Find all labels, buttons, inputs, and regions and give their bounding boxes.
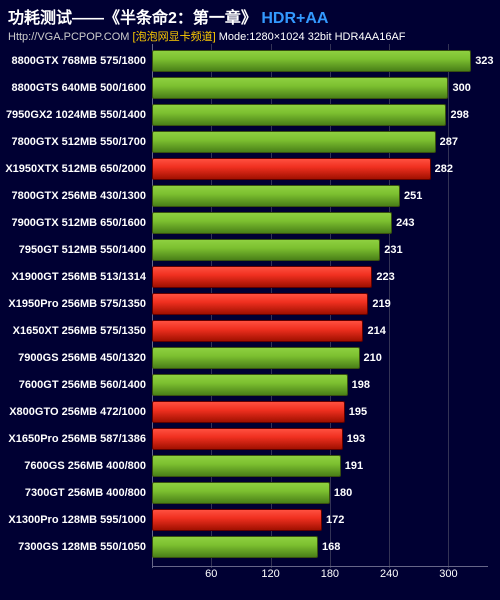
bar-row: 7600GT 256MB 560/1400 198 [0,374,488,396]
bars-area: 8800GTX 768MB 575/1800323 8800GTS 640MB 5… [0,44,488,568]
channel-text: [泡泡网显卡频道] [133,31,216,43]
x-tick-label: 120 [261,568,279,580]
bar-value: 198 [352,374,370,396]
bar-fill [152,401,345,423]
bar-label: 7950GT 512MB 550/1400 [0,239,150,261]
bar-value: 195 [349,401,367,423]
bar-row: X1950Pro 256MB 575/1350 219 [0,293,488,315]
bar-fill [152,185,400,207]
bar-row: 7900GS 256MB 450/1320 210 [0,347,488,369]
bar-fill [152,482,330,504]
bar-fill [152,428,343,450]
bar-fill [152,212,392,234]
bar-label: X1650Pro 256MB 587/1386 [0,428,150,450]
bar-label: X1900GT 256MB 513/1314 [0,266,150,288]
bar-label: 7800GTX 256MB 430/1300 [0,185,150,207]
bar-row: X1300Pro 128MB 595/1000 172 [0,509,488,531]
bar-row: 7900GTX 512MB 650/1600 243 [0,212,488,234]
bar-fill [152,455,341,477]
bar-row: X1900GT 256MB 513/1314 223 [0,266,488,288]
bar-fill [152,158,431,180]
bar-value: 180 [334,482,352,504]
bar-value: 193 [347,428,365,450]
x-tick-label: 180 [321,568,339,580]
bar-row: 8800GTX 768MB 575/1800323 [0,50,488,72]
bar-value: 282 [435,158,453,180]
bar-fill [152,509,322,531]
bar-value: 223 [376,266,394,288]
bar-value: 323 [475,50,493,72]
bar-label: 8800GTS 640MB 500/1600 [0,77,150,99]
bar-value: 287 [440,131,458,153]
bar-row: 7600GS 256MB 400/800 191 [0,455,488,477]
bar-fill [152,293,368,315]
x-tick-label: 60 [205,568,217,580]
x-axis: 60 120 180 240 300 [152,568,488,588]
bar-value: 214 [367,320,385,342]
bar-label: 7300GS 128MB 550/1050 [0,536,150,558]
bar-label: 7950GX2 1024MB 550/1400 [0,104,150,126]
x-tick-label: 240 [380,568,398,580]
bar-row: 7300GS 128MB 550/1050 168 [0,536,488,558]
bar-value: 231 [384,239,402,261]
bar-label: 7900GS 256MB 450/1320 [0,347,150,369]
bar-row: 7800GTX 256MB 430/1300 251 [0,185,488,207]
bar-fill [152,104,446,126]
bar-label: 7600GT 256MB 560/1400 [0,374,150,396]
bar-row: X800GTO 256MB 472/1000 195 [0,401,488,423]
bar-label: X800GTO 256MB 472/1000 [0,401,150,423]
bar-label: X1300Pro 128MB 595/1000 [0,509,150,531]
chart-header: 功耗测试——《半条命2：第一章》 HDR+AA Http://VGA.PCPOP… [0,0,500,46]
bar-fill [152,536,318,558]
bar-row: 7950GX2 1024MB 550/1400 298 [0,104,488,126]
bar-value: 172 [326,509,344,531]
bar-label: 7300GT 256MB 400/800 [0,482,150,504]
bar-label: X1950XTX 512MB 650/2000 [0,158,150,180]
bar-row: X1650Pro 256MB 587/1386 193 [0,428,488,450]
bar-fill [152,320,363,342]
source-url: Http://VGA.PCPOP.COM [8,31,129,43]
bar-label: X1650XT 256MB 575/1350 [0,320,150,342]
bar-label: X1950Pro 256MB 575/1350 [0,293,150,315]
bar-fill [152,50,471,72]
bar-value: 219 [372,293,390,315]
bar-value: 300 [452,77,470,99]
bar-row: 7300GT 256MB 400/800 180 [0,482,488,504]
bar-row: 8800GTS 640MB 500/1600 300 [0,77,488,99]
bar-value: 191 [345,455,363,477]
chart-title-row: 功耗测试——《半条命2：第一章》 HDR+AA [8,4,492,28]
bar-fill [152,77,448,99]
bar-fill [152,347,360,369]
bar-value: 168 [322,536,340,558]
benchmark-chart: 功耗测试——《半条命2：第一章》 HDR+AA Http://VGA.PCPOP… [0,0,500,600]
bar-label: 7900GTX 512MB 650/1600 [0,212,150,234]
bar-fill [152,374,348,396]
bar-row: 7950GT 512MB 550/1400 231 [0,239,488,261]
bar-label: 7600GS 256MB 400/800 [0,455,150,477]
bar-label: 7800GTX 512MB 550/1700 [0,131,150,153]
bar-row: X1950XTX 512MB 650/2000 282 [0,158,488,180]
bar-label: 8800GTX 768MB 575/1800 [0,50,150,72]
bar-value: 298 [450,104,468,126]
bar-row: 7800GTX 512MB 550/1700 287 [0,131,488,153]
bar-row: X1650XT 256MB 575/1350 214 [0,320,488,342]
chart-title-suffix: HDR+AA [261,10,328,27]
bar-fill [152,266,372,288]
x-tick-label: 300 [439,568,457,580]
bar-fill [152,131,436,153]
bar-value: 243 [396,212,414,234]
chart-subtitle: Http://VGA.PCPOP.COM [泡泡网显卡频道] Mode:1280… [8,28,492,44]
bar-fill [152,239,380,261]
mode-text: Mode:1280×1024 32bit HDR4AA16AF [219,31,406,43]
bar-value: 210 [364,347,382,369]
bar-value: 251 [404,185,422,207]
chart-title: 功耗测试——《半条命2：第一章》 [8,10,257,27]
x-axis-line [152,566,488,567]
